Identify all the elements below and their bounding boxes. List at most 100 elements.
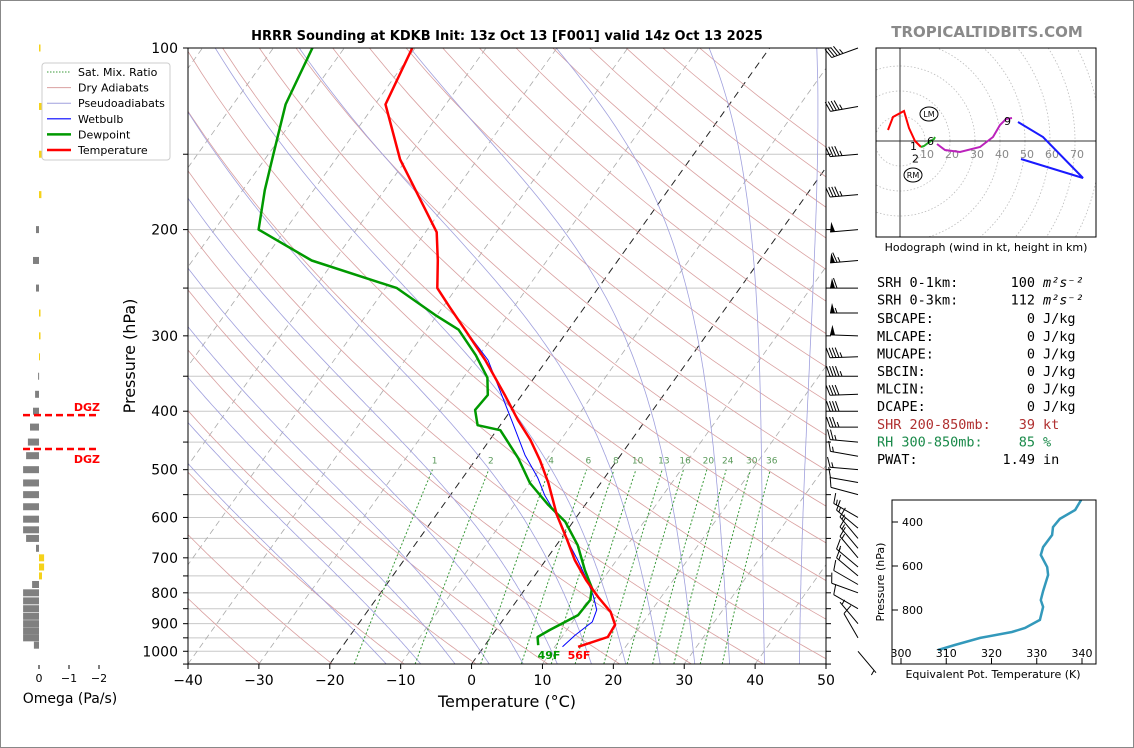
barb-feather xyxy=(831,186,837,197)
legend-entry: Dry Adiabats xyxy=(78,82,149,95)
omega-bar xyxy=(36,226,39,234)
hodograph-segment xyxy=(887,109,922,148)
x-tick-label: 20 xyxy=(604,673,622,689)
wind-barb xyxy=(827,429,859,443)
hodograph-segment xyxy=(920,136,936,148)
barb-feather xyxy=(833,100,840,111)
pseudoadiabat-line xyxy=(799,48,819,664)
mixing-ratio-line xyxy=(480,469,550,664)
stat-label: PWAT: xyxy=(877,452,918,468)
mixing-ratio-line xyxy=(699,469,751,664)
dry-adiabat-line xyxy=(369,48,826,436)
ring-label: 60 xyxy=(1045,148,1059,161)
barb-feather xyxy=(833,559,837,571)
height-label: 9 xyxy=(1004,115,1011,128)
legend-box xyxy=(41,62,171,161)
barb-feather xyxy=(836,538,841,550)
x-tick-label: 30 xyxy=(675,673,693,689)
barb-staff xyxy=(831,47,859,59)
barb-feather xyxy=(826,401,831,412)
omega-bar xyxy=(23,605,39,613)
x-tick-label: −30 xyxy=(244,673,274,689)
x-tick-label: 50 xyxy=(817,673,835,689)
barb-feather xyxy=(830,100,837,111)
x-tick-label: 40 xyxy=(746,673,764,689)
barb-half-feather xyxy=(838,554,842,561)
omega-bar xyxy=(23,466,39,474)
wind-barb xyxy=(843,605,859,639)
mixing-ratio-line xyxy=(626,469,684,664)
omega-tick-label: −2 xyxy=(91,672,107,685)
x-tick-label: 10 xyxy=(534,673,552,689)
barb-staff xyxy=(830,153,859,158)
omega-bar xyxy=(27,438,39,446)
omega-bar xyxy=(39,353,40,361)
barb-feather xyxy=(830,47,838,56)
wind-barb xyxy=(857,650,877,676)
barb-half-feather xyxy=(839,150,843,156)
y-tick-label: 300 xyxy=(151,329,178,345)
legend-entry: Wetbulb xyxy=(78,113,123,126)
mixing-ratio-label: 24 xyxy=(722,456,734,466)
thetae-x-label: 300 xyxy=(891,647,912,660)
barb-staff xyxy=(830,477,859,483)
stat-unit: J/kg xyxy=(1043,364,1076,380)
y-tick-label: 400 xyxy=(151,404,178,420)
thetae-plot: 300 310 320 330 340 400 600 800 Equivalent Pot. … xyxy=(874,499,1097,681)
barb-feather xyxy=(826,366,831,377)
dgz-label: DGZ xyxy=(74,453,100,466)
thetae-frame xyxy=(891,499,1097,665)
pseudoadiabat-line xyxy=(188,376,456,664)
omega-bar xyxy=(23,589,39,597)
wind-barb xyxy=(829,476,859,496)
barb-feather xyxy=(833,492,837,504)
y-axis-title: Pressure (hPa) xyxy=(120,299,139,414)
stat-unit: J/kg xyxy=(1043,399,1076,415)
omega-bar xyxy=(39,332,41,340)
omega-bar xyxy=(23,503,39,511)
mixing-ratio-line xyxy=(574,469,637,664)
wind-barb xyxy=(833,584,859,610)
thetae-x-title: Equivalent Pot. Temperature (K) xyxy=(905,668,1080,681)
omega-bar xyxy=(39,191,42,199)
y-tick-label: 1000 xyxy=(142,644,178,660)
barb-half-feather xyxy=(839,190,843,197)
dry-adiabat-line xyxy=(222,48,826,582)
legend-entry: Dewpoint xyxy=(78,128,131,141)
barb-staff xyxy=(839,601,859,624)
stat-value: 112 xyxy=(1011,293,1035,309)
barb-feather xyxy=(831,146,837,157)
height-label: 6 xyxy=(927,135,934,148)
mixing-ratio-label: 30 xyxy=(746,456,758,466)
barb-half-feather xyxy=(841,599,846,605)
hodograph-title: Hodograph (wind in kt, height in km) xyxy=(885,241,1088,254)
storm-motion-label: RM xyxy=(907,171,920,180)
pseudoadiabat-line xyxy=(188,463,387,664)
barb-feather xyxy=(834,347,840,358)
wind-barb xyxy=(836,500,859,529)
barb-feather xyxy=(829,366,834,377)
dry-adiabat-line xyxy=(295,48,826,507)
pseudoadiabat-line xyxy=(298,48,661,664)
stat-label: DCAPE: xyxy=(877,399,926,415)
wind-barb xyxy=(825,146,859,158)
barb-feather xyxy=(832,416,837,428)
barb-staff xyxy=(830,105,859,112)
barb-half-feather xyxy=(839,371,843,377)
barb-staff xyxy=(830,439,859,443)
barb-feather xyxy=(827,101,834,112)
stat-unit: kt xyxy=(1043,417,1059,433)
pseudoadiabat-line xyxy=(188,421,422,664)
pseudoadiabat-line xyxy=(555,48,730,664)
dry-adiabat-line xyxy=(258,48,826,544)
surface-dewpoint-label: 49F xyxy=(538,649,561,662)
barb-feather xyxy=(824,49,833,58)
y-tick-label: 500 xyxy=(151,463,178,479)
omega-bar xyxy=(35,390,39,398)
barb-staff xyxy=(829,334,859,337)
barb-feather xyxy=(828,385,834,396)
barb-feather xyxy=(828,146,834,157)
barb-feather xyxy=(827,456,831,468)
mixing-ratio-line xyxy=(550,469,615,664)
surface-temperature-label: 56F xyxy=(568,649,591,662)
